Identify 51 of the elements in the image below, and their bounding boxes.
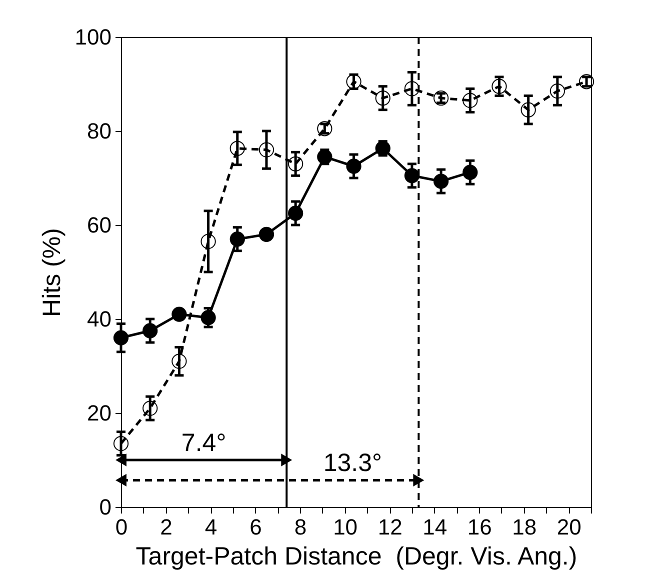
point xyxy=(433,174,449,189)
x-tick-label: 8 xyxy=(294,514,307,540)
point xyxy=(375,140,390,156)
point xyxy=(492,78,507,94)
x-tick-label: 20 xyxy=(556,514,582,540)
point xyxy=(375,90,390,106)
ref-line-label: 13.3° xyxy=(323,449,382,478)
x-tick-label: 6 xyxy=(250,514,262,540)
point xyxy=(258,142,274,158)
x-tick-label: 0 xyxy=(115,514,128,540)
x-tick-label: 14 xyxy=(422,514,448,540)
y-tick-label: 60 xyxy=(87,212,112,238)
y-tick-label: 20 xyxy=(87,400,112,426)
point xyxy=(288,156,304,172)
x-tick-label: 16 xyxy=(467,514,492,540)
y-axis-title: Hits (%) xyxy=(38,228,66,317)
point xyxy=(230,232,245,247)
point xyxy=(317,149,332,164)
point xyxy=(433,90,449,106)
point xyxy=(550,83,565,99)
point xyxy=(142,400,158,416)
point xyxy=(113,436,129,452)
point xyxy=(172,306,187,322)
x-axis-title: Target-Patch Distance (Degr. Vis. Ang.) xyxy=(136,542,578,570)
point xyxy=(172,354,187,369)
x-tick-label: 12 xyxy=(378,514,402,540)
point xyxy=(142,323,158,338)
point xyxy=(346,74,362,90)
x-tick-label: 18 xyxy=(512,514,537,540)
point xyxy=(113,330,129,346)
point xyxy=(288,206,304,221)
ref-line-label: 7.4° xyxy=(181,429,226,457)
x-tick-label: 2 xyxy=(160,514,172,540)
y-tick-label: 0 xyxy=(99,494,112,520)
y-tick-label: 40 xyxy=(87,306,112,332)
point xyxy=(404,81,420,96)
point xyxy=(317,121,332,136)
x-tick-label: 4 xyxy=(204,514,218,540)
x-tick-label: 10 xyxy=(333,514,358,540)
y-tick-label: 80 xyxy=(87,118,112,144)
point xyxy=(462,92,478,108)
point xyxy=(200,310,216,326)
point xyxy=(230,140,245,156)
point xyxy=(578,74,594,90)
point xyxy=(346,158,362,174)
point xyxy=(404,168,420,184)
point xyxy=(200,234,216,250)
point xyxy=(258,226,274,242)
point xyxy=(462,164,478,180)
point xyxy=(520,102,536,118)
y-tick-label: 100 xyxy=(74,24,112,50)
